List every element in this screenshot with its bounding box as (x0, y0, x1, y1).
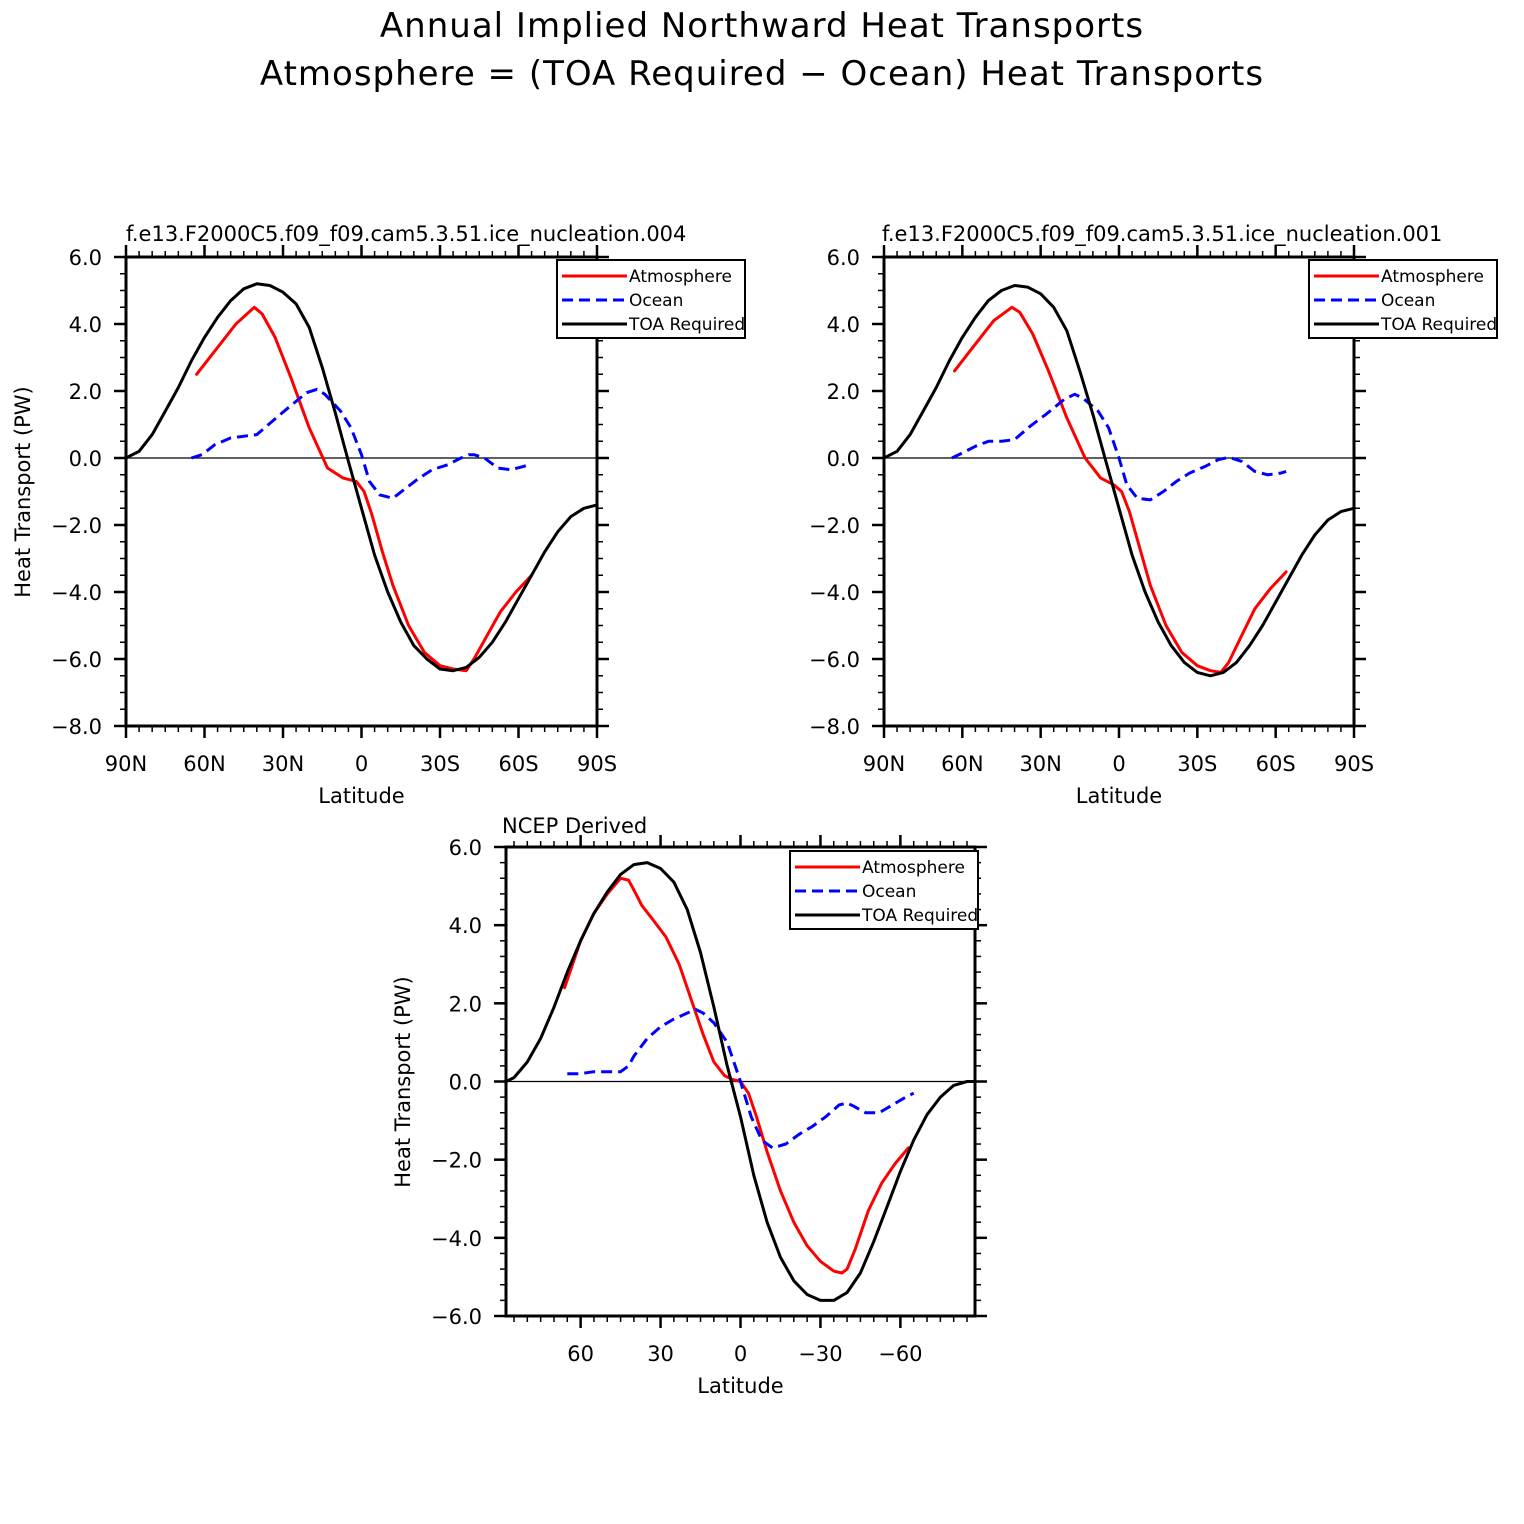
y-tick-label: 2.0 (69, 380, 102, 404)
y-tick-label: 0.0 (827, 447, 860, 471)
x-tick-label: 60N (941, 752, 983, 776)
y-tick-label: 6.0 (827, 246, 860, 270)
figure-title-line1: Annual Implied Northward Heat Transports (379, 6, 1145, 46)
x-tick-label: 30S (1177, 752, 1217, 776)
series-atmosphere-line (563, 876, 910, 1275)
legend-label: Atmosphere (629, 267, 732, 287)
figure-title-line2: Atmosphere = (TOA Required − Ocean) Heat… (259, 54, 1265, 94)
y-tick-label: −2.0 (431, 1149, 482, 1173)
y-tick-label: 4.0 (69, 313, 102, 337)
plot-frame (504, 845, 977, 1318)
plot-title: f.e13.F2000C5.f09_f09.cam5.3.51.ice_nucl… (126, 222, 686, 247)
x-tick-label: 90S (577, 752, 617, 776)
legend-label: TOA Required (1380, 315, 1497, 335)
x-tick-label: 60 (567, 1342, 594, 1366)
y-tick-label: −6.0 (809, 648, 860, 672)
y-tick-label: −2.0 (51, 514, 102, 538)
legend-label: Ocean (1381, 291, 1435, 311)
x-tick-label: 90N (863, 752, 905, 776)
legend-label: Ocean (862, 882, 916, 902)
y-tick-label: 2.0 (449, 992, 482, 1016)
series-ocean-line (190, 387, 530, 500)
series-ocean-line (951, 392, 1287, 502)
x-axis-label: Latitude (697, 1374, 783, 1398)
x-tick-label: 60N (183, 752, 225, 776)
series-ocean-line (567, 1007, 915, 1150)
legend-label: TOA Required (628, 315, 745, 335)
y-tick-label: −8.0 (51, 715, 102, 739)
y-tick-label: 2.0 (827, 380, 860, 404)
x-tick-label: 60S (1256, 752, 1296, 776)
plot-frame (882, 255, 1356, 728)
y-tick-label: −4.0 (431, 1227, 482, 1251)
series-toa-required-line (882, 284, 1356, 678)
legend-label: TOA Required (861, 906, 978, 926)
plot-title: NCEP Derived (502, 814, 647, 838)
legend-label: Atmosphere (1381, 267, 1484, 287)
x-tick-label: 30 (647, 1342, 674, 1366)
x-tick-label: 60S (498, 752, 538, 776)
x-axis-label: Latitude (1076, 784, 1162, 808)
y-tick-label: 6.0 (449, 836, 482, 860)
y-tick-label: −6.0 (51, 648, 102, 672)
y-tick-label: 6.0 (69, 246, 102, 270)
x-tick-label: 90N (105, 752, 147, 776)
series-toa-required-line (504, 861, 977, 1302)
y-tick-label: 0.0 (69, 447, 102, 471)
x-tick-label: −60 (878, 1342, 922, 1366)
y-axis-label: Heat Transport (PW) (391, 976, 415, 1188)
x-tick-label: −30 (798, 1342, 842, 1366)
series-atmosphere-line (195, 305, 534, 673)
series-toa-required-line (124, 282, 599, 673)
legend-label: Ocean (629, 291, 683, 311)
x-tick-label: 90S (1334, 752, 1374, 776)
series-atmosphere-line (953, 305, 1288, 674)
x-tick-label: 30S (420, 752, 460, 776)
y-axis-label: Heat Transport (PW) (11, 386, 35, 598)
y-tick-label: −4.0 (809, 581, 860, 605)
x-tick-label: 0 (1112, 752, 1125, 776)
y-tick-label: −4.0 (51, 581, 102, 605)
plot-title: f.e13.F2000C5.f09_f09.cam5.3.51.ice_nucl… (882, 222, 1442, 247)
x-tick-label: 30N (1019, 752, 1061, 776)
x-tick-label: 0 (734, 1342, 747, 1366)
x-tick-label: 0 (355, 752, 368, 776)
y-tick-label: −6.0 (431, 1305, 482, 1329)
y-tick-label: 4.0 (449, 914, 482, 938)
plot-frame (124, 255, 599, 728)
x-tick-label: 30N (262, 752, 304, 776)
x-axis-label: Latitude (318, 784, 404, 808)
y-tick-label: −2.0 (809, 514, 860, 538)
y-tick-label: −8.0 (809, 715, 860, 739)
y-tick-label: 4.0 (827, 313, 860, 337)
y-tick-label: 0.0 (449, 1071, 482, 1095)
legend-label: Atmosphere (862, 858, 965, 878)
